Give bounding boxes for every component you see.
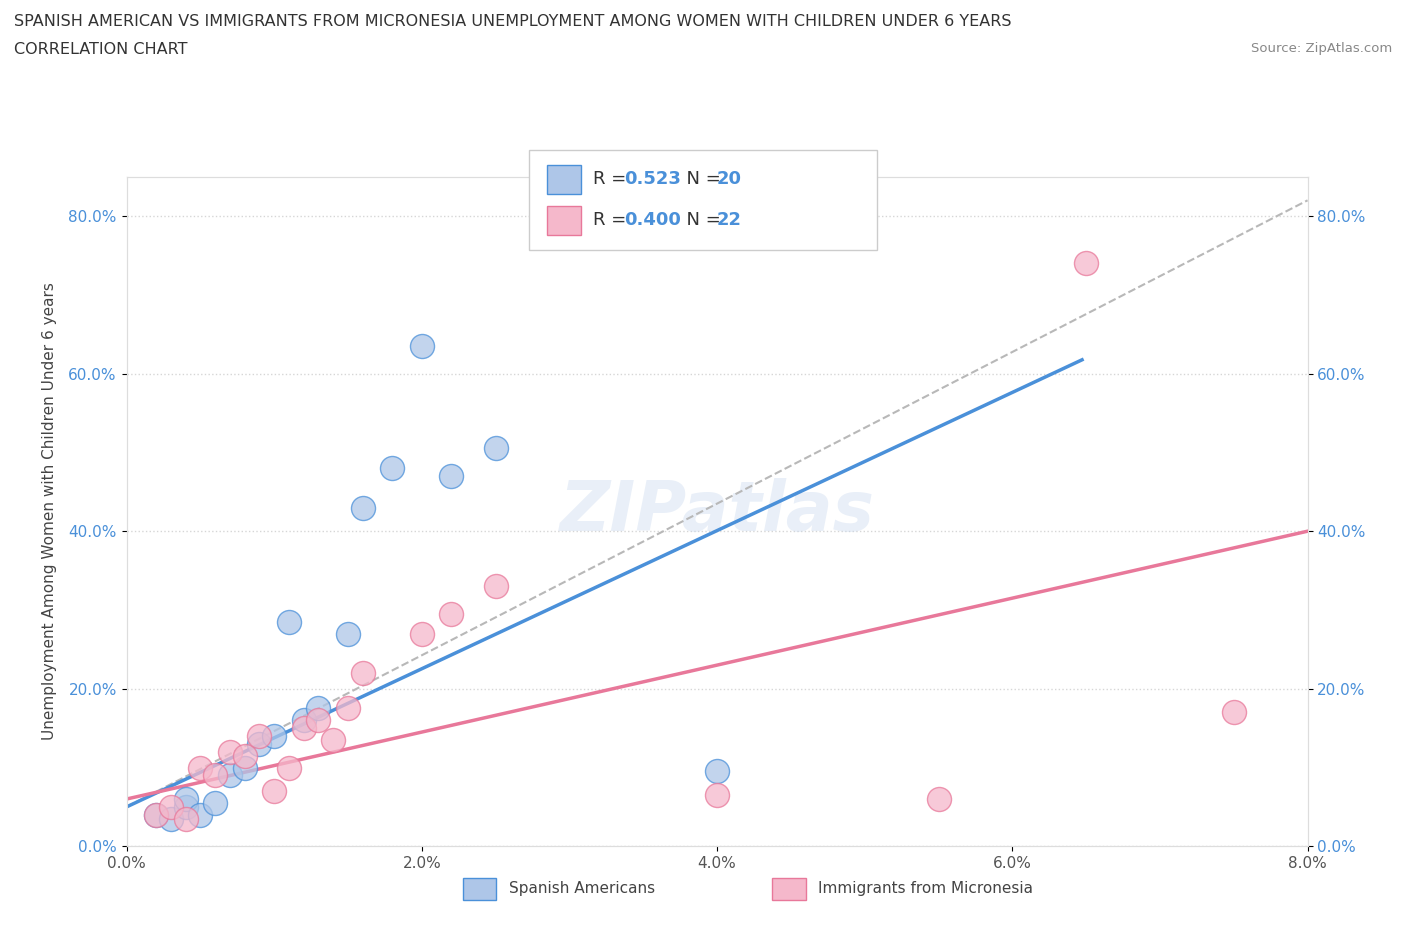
Text: Spanish Americans: Spanish Americans	[509, 881, 655, 896]
Point	[174, 800, 197, 815]
Point	[1076, 256, 1098, 271]
Point	[484, 578, 508, 593]
Point	[160, 811, 183, 826]
Point	[484, 441, 508, 456]
Point	[337, 626, 360, 641]
Point	[188, 807, 211, 822]
Point	[1222, 705, 1246, 720]
Point	[174, 811, 197, 826]
Text: N =: N =	[675, 170, 727, 189]
Text: R =: R =	[593, 170, 633, 189]
Point	[233, 760, 256, 775]
Text: Immigrants from Micronesia: Immigrants from Micronesia	[818, 881, 1033, 896]
Point	[145, 807, 167, 822]
Text: SPANISH AMERICAN VS IMMIGRANTS FROM MICRONESIA UNEMPLOYMENT AMONG WOMEN WITH CHI: SPANISH AMERICAN VS IMMIGRANTS FROM MICR…	[14, 14, 1011, 29]
Text: 0.523: 0.523	[624, 170, 681, 189]
Point	[160, 800, 183, 815]
Text: CORRELATION CHART: CORRELATION CHART	[14, 42, 187, 57]
Point	[337, 701, 360, 716]
Point	[233, 749, 256, 764]
Point	[706, 764, 728, 779]
Point	[322, 733, 344, 748]
Point	[219, 744, 242, 759]
Point	[352, 666, 374, 681]
Point	[928, 791, 950, 806]
Point	[292, 712, 315, 727]
Point	[307, 701, 329, 716]
Point	[278, 615, 301, 630]
Point	[204, 795, 226, 810]
Point	[219, 768, 242, 783]
Point	[381, 460, 404, 475]
Point	[247, 728, 270, 743]
Point	[292, 721, 315, 736]
Point	[174, 791, 197, 806]
Point	[263, 784, 285, 799]
Point	[263, 728, 285, 743]
Point	[411, 339, 433, 353]
Text: ZIPatlas: ZIPatlas	[560, 478, 875, 545]
Point	[204, 768, 226, 783]
Y-axis label: Unemployment Among Women with Children Under 6 years: Unemployment Among Women with Children U…	[42, 283, 58, 740]
Point	[440, 606, 463, 621]
Point	[278, 760, 301, 775]
Point	[352, 500, 374, 515]
Point	[247, 737, 270, 751]
Text: 0.400: 0.400	[624, 211, 681, 230]
Text: 22: 22	[717, 211, 742, 230]
Point	[706, 788, 728, 803]
Text: R =: R =	[593, 211, 633, 230]
Point	[188, 760, 211, 775]
Text: N =: N =	[675, 211, 727, 230]
Text: 20: 20	[717, 170, 742, 189]
Point	[411, 626, 433, 641]
Point	[145, 807, 167, 822]
Point	[307, 712, 329, 727]
Point	[440, 469, 463, 484]
Text: Source: ZipAtlas.com: Source: ZipAtlas.com	[1251, 42, 1392, 55]
